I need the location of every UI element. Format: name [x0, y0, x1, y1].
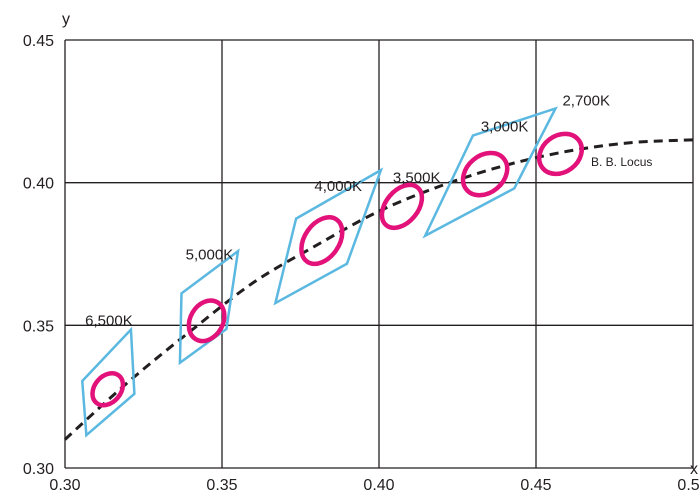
ellipse-4000k: [299, 215, 345, 267]
cct-label-layer: 6,500K 5,000K 4,000K 3,500K 3,000K 2,700K: [85, 93, 610, 330]
grid-lines: [64, 39, 694, 469]
ellipse-5000k: [186, 298, 227, 344]
y-tick-label: 0.35: [23, 318, 54, 335]
ellipse-layer: [90, 131, 585, 408]
x-tick-label: 0.30: [49, 477, 80, 494]
locus-label-background: [588, 154, 656, 170]
quadrangle-4000k: [273, 167, 384, 306]
x-tick-label: 0.35: [206, 477, 237, 494]
ellipse-6500k: [90, 371, 126, 408]
y-tick-label: 0.45: [23, 33, 54, 50]
cct-label-3000k: 3,000K: [481, 118, 529, 135]
cct-label-3500k: 3,500K: [393, 170, 441, 187]
cct-label-6500k: 6,500K: [85, 312, 133, 329]
x-tick-label: 0.50: [677, 477, 699, 494]
x-tick-label: 0.45: [520, 477, 551, 494]
cct-label-5000k: 5,000K: [186, 247, 234, 264]
locus-label: B. B. Locus: [591, 155, 652, 169]
ellipse-2700k: [536, 131, 585, 177]
quadrangle-5000k: [178, 248, 240, 366]
cct-label-4000k: 4,000K: [314, 178, 362, 195]
y-tick-label: 0.30: [23, 461, 54, 478]
ellipse-3500k: [379, 182, 425, 231]
y-axis-label: y: [62, 11, 70, 28]
quadrangle-6500k: [80, 326, 136, 438]
y-tick-label: 0.40: [23, 176, 54, 193]
cct-label-2700k: 2,700K: [562, 93, 610, 110]
quadrangle-3000k: [422, 106, 558, 239]
blackbody-locus-line: [63, 138, 694, 441]
ellipse-3000k: [460, 150, 510, 198]
tick-label-layer: 0.30 0.35 0.40 0.45 0.50 0.30 0.35 0.40 0.45: [23, 33, 699, 494]
quadrangle-layer: [80, 106, 558, 438]
locus-layer: [63, 138, 694, 441]
x-axis-label: x: [690, 461, 698, 478]
x-tick-label: 0.40: [363, 477, 394, 494]
